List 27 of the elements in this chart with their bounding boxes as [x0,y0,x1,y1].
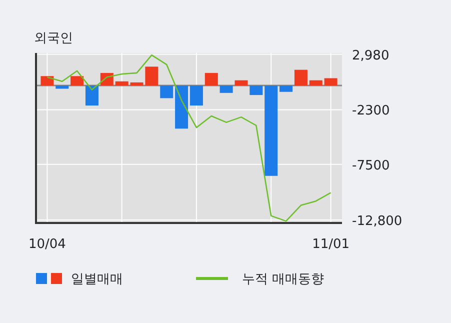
legend-label: 누적 매매동향 [242,272,324,287]
legend-label: 일별매매 [71,272,123,287]
bar [294,70,308,86]
chart-title: 외국인 [34,31,73,46]
bar [280,86,293,92]
line-series [46,54,332,222]
bar [85,86,98,106]
bar [234,80,248,86]
bar [324,78,338,86]
bar [115,81,128,86]
bar [264,86,278,176]
bar [160,86,174,98]
x-tick-label: 11/01 [312,237,350,252]
bar [70,76,84,86]
y-tick-label: -12,800 [352,214,402,230]
bar [309,80,322,86]
x-tick-label: 10/04 [28,237,66,252]
bar [204,72,218,86]
bar [220,86,233,93]
bar [175,86,188,129]
bar [40,76,54,86]
y-tick-label: 2,980 [352,48,390,64]
y-tick-label: -7500 [352,158,390,174]
y-tick-label: -2300 [352,104,390,119]
bar [250,86,263,96]
bar [56,86,69,89]
bar [190,86,203,106]
